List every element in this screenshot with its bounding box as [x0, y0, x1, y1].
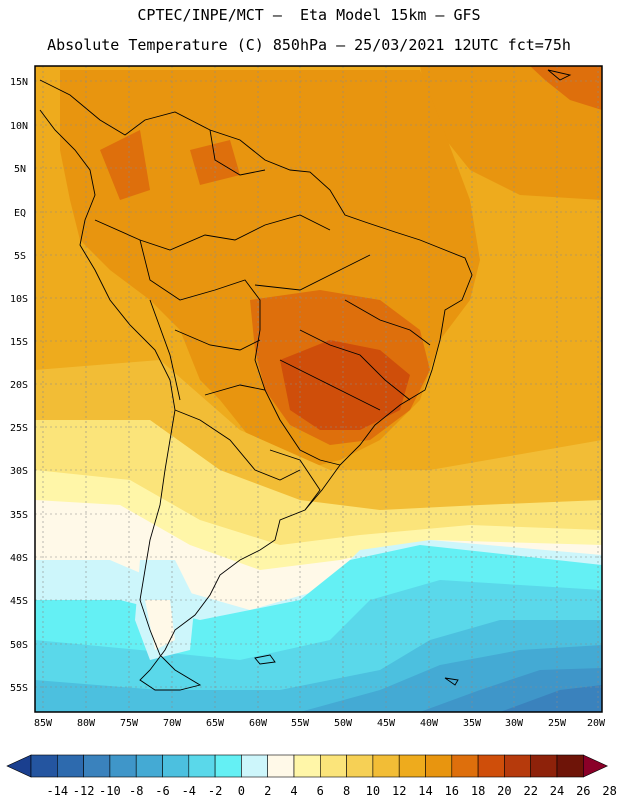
- colorbar-swatch: [398, 754, 426, 778]
- lat-label-5n: 5N: [14, 164, 26, 175]
- colorbar-swatch: [267, 754, 295, 778]
- colorbar-swatch: [135, 754, 163, 778]
- colorbar: -14 -12 -10 -8 -6 -4 -2 0 2 4 6 8 10 12 14 16 18 20 22 24 26…: [6, 754, 617, 798]
- colorbar-swatch: [214, 754, 242, 778]
- colorbar-label: -12: [73, 784, 95, 798]
- colorbar-swatch: [241, 754, 268, 778]
- colorbar-label: -10: [99, 784, 121, 798]
- lon-label-65w: 65W: [206, 718, 225, 729]
- colorbar-arrow-high: [582, 754, 609, 778]
- map-frame: [34, 65, 603, 713]
- colorbar-label: 24: [550, 784, 564, 798]
- colorbar-swatch: [293, 754, 321, 778]
- lat-label-40s: 40S: [10, 553, 28, 564]
- longitude-labels: 85W 80W 75W 70W 65W 60W 55W 50W 45W 40W …: [34, 718, 606, 729]
- lat-label-35s: 35S: [10, 510, 28, 521]
- lon-label-60w: 60W: [249, 718, 268, 729]
- colorbar-label: 2: [264, 784, 271, 798]
- colorbar-label: 26: [576, 784, 590, 798]
- colorbar-swatch: [530, 754, 558, 778]
- colorbar-swatch: [319, 754, 347, 778]
- lat-label-25s: 25S: [10, 423, 28, 434]
- colorbar-label: 0: [238, 784, 245, 798]
- colorbar-label: 22: [523, 784, 537, 798]
- colorbar-swatch: [425, 754, 453, 778]
- colorbar-swatch: [162, 754, 190, 778]
- chart-title-line1: CPTEC/INPE/MCT – Eta Model 15km – GFS: [137, 6, 481, 24]
- lat-label-15n: 15N: [10, 77, 28, 88]
- lon-label-55w: 55W: [291, 718, 310, 729]
- lon-label-25w: 25W: [548, 718, 567, 729]
- colorbar-label: 16: [445, 784, 459, 798]
- colorbar-swatch: [556, 754, 584, 778]
- colorbar-label: 14: [418, 784, 432, 798]
- colorbar-swatch: [56, 754, 84, 778]
- lon-label-80w: 80W: [77, 718, 96, 729]
- lat-label-30s: 30S: [10, 466, 28, 477]
- lon-label-45w: 45W: [377, 718, 396, 729]
- lat-label-45s: 45S: [10, 596, 28, 607]
- lon-label-35w: 35W: [463, 718, 482, 729]
- islands: [254, 69, 572, 686]
- lon-label-50w: 50W: [334, 718, 353, 729]
- lat-label-10n: 10N: [10, 121, 28, 132]
- colorbar-label: -14: [46, 784, 68, 798]
- colorbar-label: -6: [155, 784, 169, 798]
- lon-label-85w: 85W: [34, 718, 53, 729]
- colorbar-swatch: [83, 754, 111, 778]
- colorbar-label: 28: [602, 784, 616, 798]
- lon-label-40w: 40W: [420, 718, 439, 729]
- colorbar-swatch: [109, 754, 137, 778]
- lat-label-20s: 20S: [10, 380, 28, 391]
- colorbar-label: -4: [182, 784, 196, 798]
- lat-label-10s: 10S: [10, 294, 28, 305]
- colorbar-swatch: [372, 754, 400, 778]
- lat-label-5s: 5S: [14, 251, 26, 262]
- lon-label-75w: 75W: [120, 718, 139, 729]
- lat-label-eq: EQ: [14, 208, 26, 219]
- lon-label-30w: 30W: [505, 718, 524, 729]
- lat-label-50s: 50S: [10, 640, 28, 651]
- colorbar-label: 10: [366, 784, 380, 798]
- colorbar-label: -2: [208, 784, 222, 798]
- chart-title-line2: Absolute Temperature (C) 850hPa – 25/03/…: [47, 36, 571, 54]
- colorbar-swatch: [346, 754, 374, 778]
- latitude-labels: 15N 10N 5N EQ 5S 10S 15S 20S 25S 30S 35S…: [10, 77, 28, 694]
- colorbar-label: 6: [317, 784, 324, 798]
- lat-label-15s: 15S: [10, 337, 28, 348]
- colorbar-label: 12: [392, 784, 406, 798]
- colorbar-swatch: [188, 754, 216, 778]
- colorbar-label: 8: [343, 784, 350, 798]
- colorbar-label: 20: [497, 784, 511, 798]
- lon-label-20w: 20W: [587, 718, 606, 729]
- colorbar-swatch: [504, 754, 531, 778]
- colorbar-label: 4: [290, 784, 297, 798]
- lon-label-70w: 70W: [163, 718, 182, 729]
- coastlines: [39, 79, 473, 691]
- colorbar-label: 18: [471, 784, 485, 798]
- lat-label-55s: 55S: [10, 683, 28, 694]
- colorbar-swatch: [477, 754, 505, 778]
- colorbar-label: -8: [129, 784, 143, 798]
- colorbar-swatch: [30, 754, 58, 778]
- colorbar-arrow-low: [6, 754, 32, 778]
- colorbar-swatch: [451, 754, 479, 778]
- temperature-field: [35, 66, 602, 712]
